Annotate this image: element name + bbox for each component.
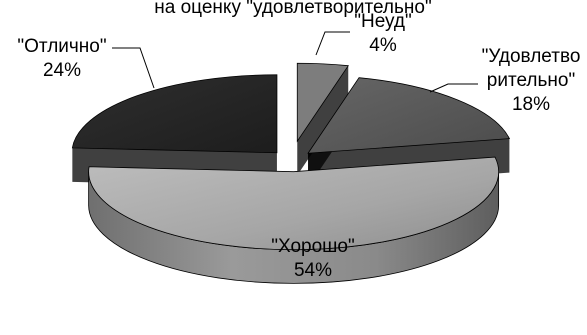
label-udovl-pct: 18%	[512, 94, 550, 115]
slice-labels: "Неуд" 4% "Удовлетво рительно" 18% "Хоро…	[17, 11, 580, 281]
pie-slices	[71, 62, 511, 284]
label-otlichno-name: "Отлично"	[17, 36, 106, 57]
label-udovl-name-1: "Удовлетво	[482, 46, 581, 67]
slice-neud	[296, 62, 349, 176]
label-udovl-name-2: рительно"	[487, 70, 575, 91]
slice-udovl-top	[307, 77, 511, 154]
label-neud-name: "Неуд"	[354, 11, 412, 32]
leader-line-udovl	[429, 83, 478, 93]
slice-neud-top	[296, 62, 349, 143]
slice-horosho-top	[88, 156, 500, 251]
slice-otlichno-top	[71, 74, 278, 154]
label-neud-pct: 4%	[369, 35, 397, 56]
slice-horosho	[88, 156, 500, 284]
leader-line-neud	[315, 31, 350, 56]
label-horosho-pct: 54%	[294, 260, 332, 281]
slice-udovl	[307, 77, 511, 188]
label-horosho-name: "Хорошо"	[271, 236, 354, 257]
leader-line-otlichno	[112, 47, 155, 89]
label-otlichno-pct: 24%	[43, 60, 81, 81]
chart-title: на оценку "удовлетворительно"	[154, 0, 431, 18]
slice-neud-cut-face-1	[297, 65, 349, 176]
leader-lines	[112, 31, 478, 93]
